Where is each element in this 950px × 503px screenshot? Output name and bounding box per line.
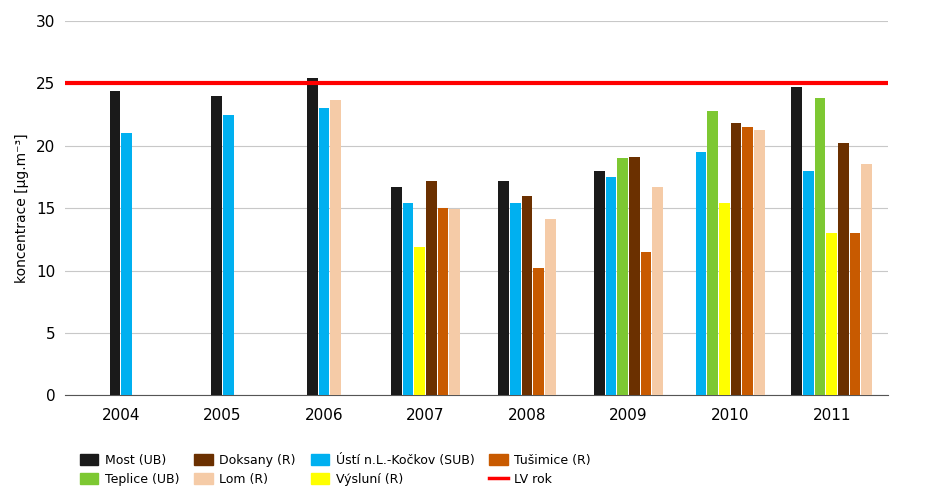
Bar xyxy=(122,133,132,395)
Bar xyxy=(499,181,509,395)
Bar xyxy=(545,219,556,395)
Bar xyxy=(223,115,234,395)
Bar xyxy=(533,268,544,395)
Bar xyxy=(426,181,437,395)
Bar xyxy=(640,252,652,395)
Bar xyxy=(838,143,848,395)
Bar xyxy=(742,127,753,395)
Y-axis label: koncentrace [µg.m⁻³]: koncentrace [µg.m⁻³] xyxy=(15,133,29,283)
Bar xyxy=(618,158,628,395)
Bar xyxy=(522,196,532,395)
Bar xyxy=(826,233,837,395)
Legend: Most (UB), Teplice (UB), Doksany (R), Lom (R), Ústí n.L.-Kočkov (SUB), Výsluní (: Most (UB), Teplice (UB), Doksany (R), Lo… xyxy=(80,454,591,486)
Bar xyxy=(414,247,425,395)
Bar xyxy=(606,177,617,395)
Bar xyxy=(791,87,802,395)
Bar xyxy=(719,203,730,395)
Bar xyxy=(403,203,413,395)
Bar xyxy=(731,123,741,395)
Bar xyxy=(862,164,872,395)
Bar xyxy=(849,233,861,395)
Bar xyxy=(438,208,448,395)
Bar xyxy=(449,209,460,395)
Bar xyxy=(318,108,330,395)
Bar xyxy=(754,130,765,395)
Bar xyxy=(594,171,605,395)
Bar xyxy=(307,78,317,395)
Bar xyxy=(814,99,826,395)
Bar xyxy=(629,157,639,395)
Bar xyxy=(331,100,341,395)
Bar xyxy=(211,96,222,395)
Bar xyxy=(653,187,663,395)
Bar xyxy=(695,152,706,395)
Bar xyxy=(803,171,813,395)
Bar xyxy=(707,111,718,395)
Bar xyxy=(109,91,121,395)
Bar xyxy=(391,187,402,395)
Bar xyxy=(510,203,521,395)
